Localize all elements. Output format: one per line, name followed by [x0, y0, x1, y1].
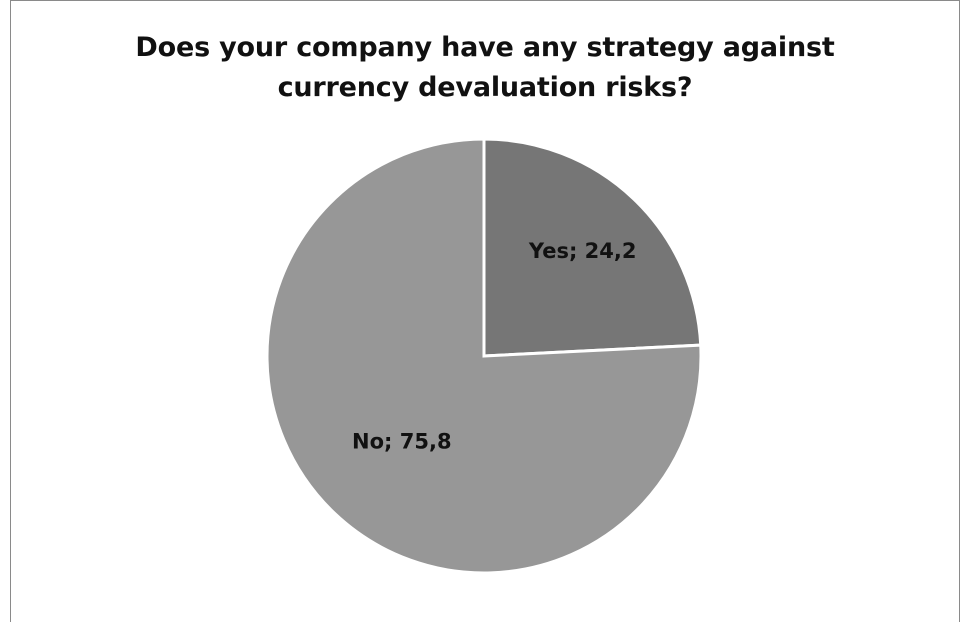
pie-labels: Yes; 24,2 No; 75,8: [352, 239, 636, 453]
data-label-yes: Yes; 24,2: [528, 239, 637, 263]
pie-slice-yes: [482, 137, 703, 358]
chart-title-line-1: Does your company have any strategy agai…: [135, 32, 835, 63]
pie-slice-no: [265, 137, 703, 575]
data-label-no: No; 75,8: [352, 430, 452, 454]
chart-title: Does your company have any strategy agai…: [10, 28, 960, 108]
pie-slices: [265, 137, 703, 575]
chart-title-line-2: currency devaluation risks?: [277, 72, 693, 103]
